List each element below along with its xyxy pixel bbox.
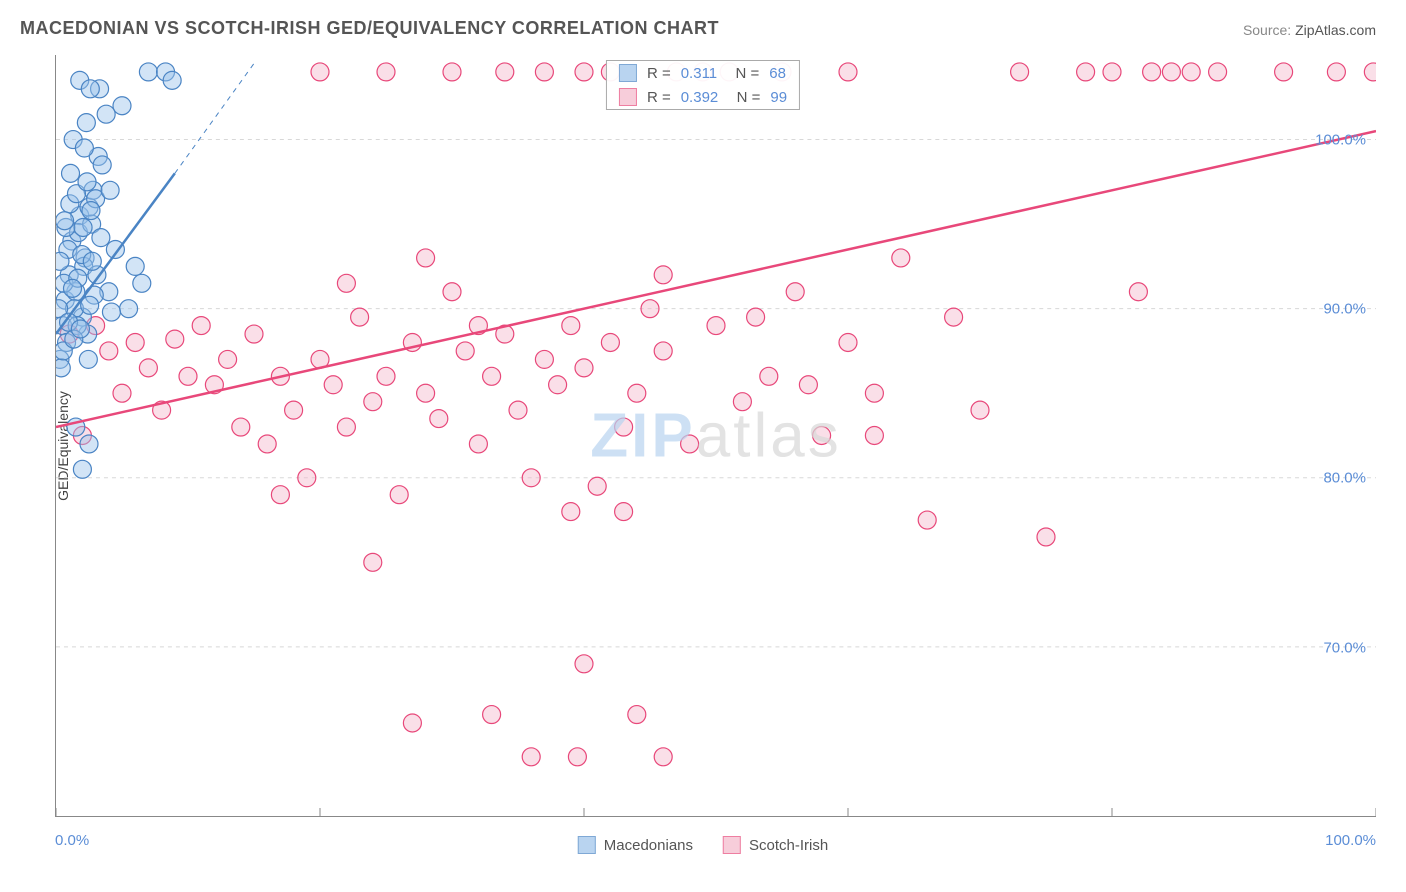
stats-row-scotch-irish: R = 0.392 N = 99 xyxy=(607,85,799,109)
swatch-scotch-irish xyxy=(619,88,637,106)
swatch-macedonians xyxy=(619,64,637,82)
legend-item-scotch-irish: Scotch-Irish xyxy=(723,836,828,854)
stats-legend: R = 0.311 N = 68 R = 0.392 N = 99 xyxy=(606,60,800,110)
series-legend: Macedonians Scotch-Irish xyxy=(578,836,828,854)
stats-row-macedonians: R = 0.311 N = 68 xyxy=(607,61,799,85)
x-tick-label: 100.0% xyxy=(1325,832,1376,849)
source-label: Source: xyxy=(1243,22,1291,38)
legend-label-scotch-irish: Scotch-Irish xyxy=(749,837,828,854)
source-attribution: Source: ZipAtlas.com xyxy=(1243,22,1376,38)
plot-area: ZIPatlas xyxy=(55,55,1376,817)
r-value-scotch-irish: 0.392 xyxy=(681,89,719,106)
n-label: N = xyxy=(727,65,759,82)
x-tick-label: 0.0% xyxy=(55,832,89,849)
chart-container: MACEDONIAN VS SCOTCH-IRISH GED/EQUIVALEN… xyxy=(0,0,1406,892)
r-label: R = xyxy=(647,89,671,106)
legend-item-macedonians: Macedonians xyxy=(578,836,693,854)
r-label: R = xyxy=(647,65,671,82)
legend-label-macedonians: Macedonians xyxy=(604,837,693,854)
plot-svg xyxy=(56,55,1376,816)
n-value-scotch-irish: 99 xyxy=(770,89,787,106)
chart-title: MACEDONIAN VS SCOTCH-IRISH GED/EQUIVALEN… xyxy=(20,18,719,39)
n-label: N = xyxy=(728,89,760,106)
legend-swatch-macedonians xyxy=(578,836,596,854)
source-value: ZipAtlas.com xyxy=(1295,22,1376,38)
legend-swatch-scotch-irish xyxy=(723,836,741,854)
n-value-macedonians: 68 xyxy=(769,65,786,82)
r-value-macedonians: 0.311 xyxy=(681,65,717,82)
